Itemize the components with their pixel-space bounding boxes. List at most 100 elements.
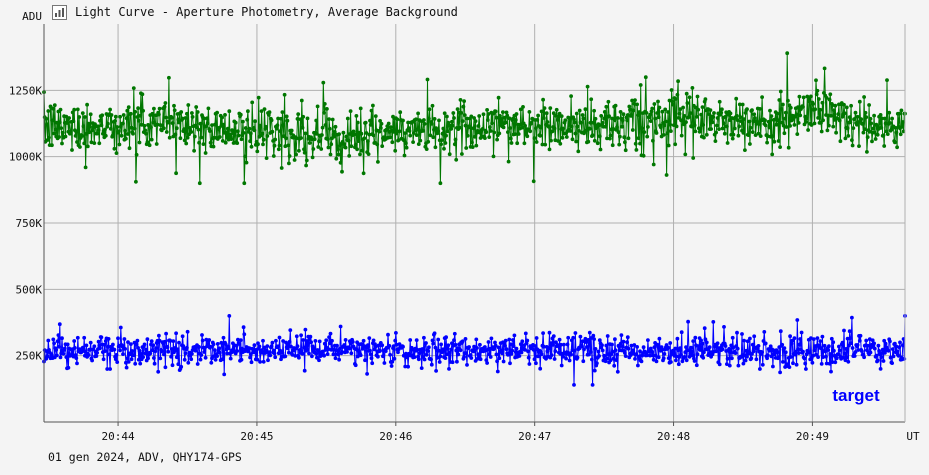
data-point	[488, 125, 492, 129]
data-point	[686, 319, 690, 324]
data-point	[600, 348, 605, 353]
data-point	[186, 360, 191, 365]
chart-title-bar: Light Curve - Aperture Photometry, Avera…	[52, 3, 458, 21]
data-point	[256, 142, 260, 147]
data-point	[748, 125, 753, 130]
data-point	[60, 130, 65, 135]
data-point	[899, 108, 904, 113]
data-point	[699, 112, 703, 117]
data-point	[427, 345, 431, 350]
data-point	[796, 351, 801, 355]
data-point	[820, 334, 825, 339]
data-point	[453, 137, 458, 142]
data-point	[422, 118, 426, 122]
data-point	[652, 102, 657, 106]
data-point	[620, 124, 624, 129]
data-point	[678, 346, 683, 351]
data-point	[857, 144, 861, 149]
chart-window-icon[interactable]	[52, 4, 67, 20]
data-point	[325, 107, 329, 111]
data-point	[395, 117, 400, 122]
data-point	[529, 120, 534, 125]
data-point	[220, 357, 225, 362]
data-point	[144, 347, 148, 352]
data-point	[129, 125, 134, 130]
data-point	[527, 110, 532, 114]
data-point	[733, 351, 738, 355]
data-point	[408, 338, 413, 342]
data-point	[386, 332, 390, 337]
data-point	[590, 357, 594, 362]
data-point	[203, 151, 208, 155]
data-point	[902, 357, 907, 361]
data-point	[335, 147, 340, 152]
data-point	[57, 344, 61, 349]
data-point	[559, 114, 564, 118]
data-point	[853, 350, 858, 354]
data-point	[430, 338, 435, 343]
data-point	[883, 121, 888, 126]
data-point	[822, 91, 826, 95]
data-point	[174, 171, 179, 176]
data-point	[840, 340, 845, 345]
data-point	[618, 341, 623, 346]
data-point	[425, 77, 430, 82]
data-point	[445, 129, 450, 134]
data-point	[393, 338, 398, 343]
data-point	[437, 348, 441, 353]
data-point	[174, 126, 179, 131]
data-point	[241, 119, 245, 124]
data-point	[319, 147, 324, 151]
data-point	[853, 110, 858, 115]
data-point	[303, 327, 308, 332]
data-point	[136, 357, 141, 362]
data-point	[55, 120, 59, 125]
data-point	[581, 116, 586, 121]
data-point	[830, 360, 835, 364]
data-point	[867, 129, 872, 134]
data-point	[712, 111, 716, 115]
data-point	[439, 142, 443, 147]
data-point	[213, 357, 218, 362]
data-point	[715, 123, 719, 128]
data-point	[651, 162, 656, 167]
data-point	[136, 106, 141, 111]
data-point	[246, 349, 251, 354]
data-point	[473, 348, 477, 353]
data-point	[95, 350, 99, 355]
data-point	[185, 111, 189, 116]
data-point	[243, 154, 248, 159]
data-point	[631, 108, 636, 113]
data-point	[754, 357, 759, 362]
data-point	[573, 331, 578, 335]
data-point	[781, 123, 786, 128]
data-point	[90, 358, 94, 363]
data-point	[553, 138, 558, 143]
data-point	[105, 124, 110, 129]
data-point	[264, 156, 269, 161]
data-point	[422, 122, 427, 126]
data-point	[438, 354, 443, 359]
data-point	[728, 350, 733, 354]
data-point	[725, 141, 730, 145]
data-point	[367, 132, 372, 137]
data-point	[891, 354, 896, 359]
data-point	[348, 109, 353, 113]
data-point	[397, 342, 402, 346]
data-point	[179, 364, 184, 369]
data-point	[551, 111, 556, 116]
data-point	[623, 148, 628, 153]
data-point	[342, 343, 347, 347]
data-point	[242, 332, 247, 337]
data-point	[577, 108, 582, 113]
data-point	[872, 346, 877, 351]
data-point	[276, 344, 280, 349]
data-point	[447, 350, 452, 355]
data-point	[676, 116, 681, 120]
data-point	[753, 133, 758, 138]
data-point	[862, 355, 866, 360]
data-point	[534, 361, 538, 366]
data-point	[432, 331, 437, 336]
data-point	[330, 338, 334, 343]
data-point	[895, 349, 899, 354]
